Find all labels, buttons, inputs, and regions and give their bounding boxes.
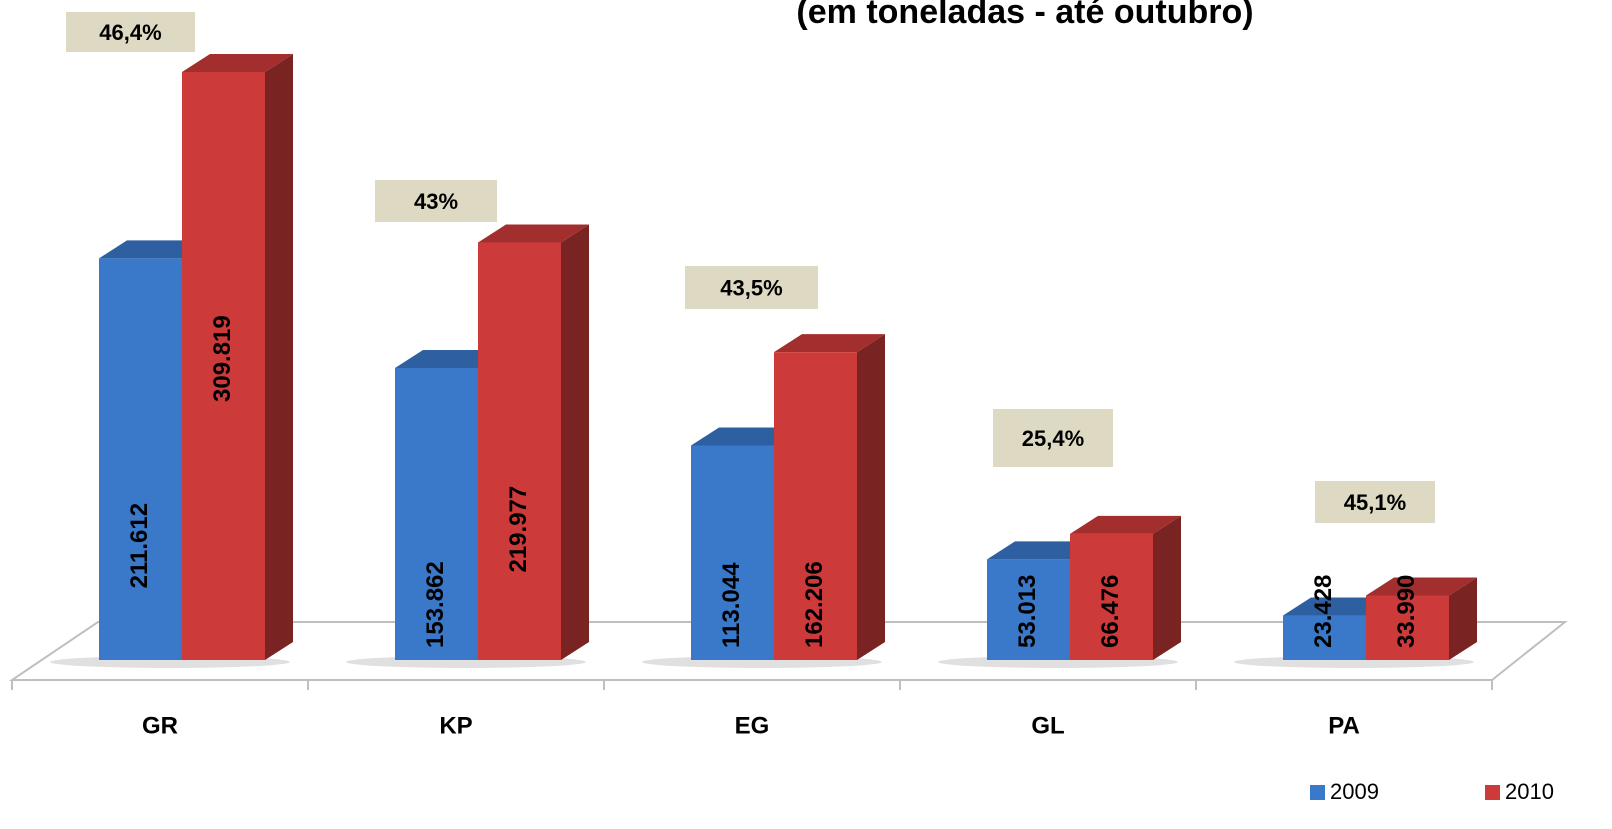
legend-label: 2009 xyxy=(1330,779,1379,804)
value-label: 113.044 xyxy=(718,562,745,648)
bar-top xyxy=(1070,515,1181,534)
annotation: 43,5% xyxy=(720,275,782,300)
annotation-box xyxy=(66,12,195,52)
bar-side xyxy=(561,224,589,661)
value-label: 53.013 xyxy=(1014,575,1041,648)
bar-top xyxy=(478,224,589,243)
bar-front xyxy=(1366,595,1449,660)
value-label: 162.206 xyxy=(801,561,828,648)
annotation-box xyxy=(1315,481,1435,523)
bar xyxy=(774,334,885,660)
value-label: 153.862 xyxy=(422,561,449,648)
x-tick-label: PA xyxy=(1328,712,1360,739)
bar xyxy=(1366,577,1477,660)
value-label: 309.819 xyxy=(209,315,236,402)
legend-swatch xyxy=(1485,785,1500,800)
x-tick-label: EG xyxy=(735,712,770,739)
value-label: 23.428 xyxy=(1310,575,1337,648)
value-label: 33.990 xyxy=(1393,575,1420,648)
annotation: 45,1% xyxy=(1344,490,1406,515)
x-tick-label: GL xyxy=(1031,712,1064,739)
bar-top xyxy=(774,334,885,353)
bar-side xyxy=(857,334,885,660)
x-tick-label: KP xyxy=(439,712,472,739)
bar-front xyxy=(1070,533,1153,660)
legend-label: 2010 xyxy=(1505,779,1554,804)
bar-top xyxy=(182,54,293,72)
annotation: 43% xyxy=(414,189,458,214)
bar xyxy=(182,54,293,660)
bar-side xyxy=(265,54,293,660)
bar-side xyxy=(1153,515,1181,660)
bar-front xyxy=(691,445,774,660)
bar xyxy=(1070,515,1181,660)
x-tick-label: GR xyxy=(142,712,178,739)
chart-title: (em toneladas - até outubro) xyxy=(796,0,1253,31)
bar-side xyxy=(1449,577,1477,660)
value-label: 211.612 xyxy=(126,503,153,588)
bar-front xyxy=(774,352,857,660)
annotation: 25,4% xyxy=(1022,426,1084,451)
bar-front xyxy=(478,242,561,661)
bar-front xyxy=(99,258,182,660)
legend-swatch xyxy=(1310,785,1325,800)
annotation-box xyxy=(375,180,497,222)
annotation-box xyxy=(993,409,1113,467)
bar-front xyxy=(987,559,1070,660)
bar-top xyxy=(1366,577,1477,596)
value-label: 66.476 xyxy=(1097,575,1124,648)
value-label: 219.977 xyxy=(505,486,532,573)
bar-front xyxy=(1283,615,1366,660)
annotation: 46,4% xyxy=(99,20,161,45)
bar-front xyxy=(395,367,478,660)
bar-front xyxy=(182,72,265,660)
annotation-box xyxy=(685,266,818,309)
bar xyxy=(478,224,589,661)
